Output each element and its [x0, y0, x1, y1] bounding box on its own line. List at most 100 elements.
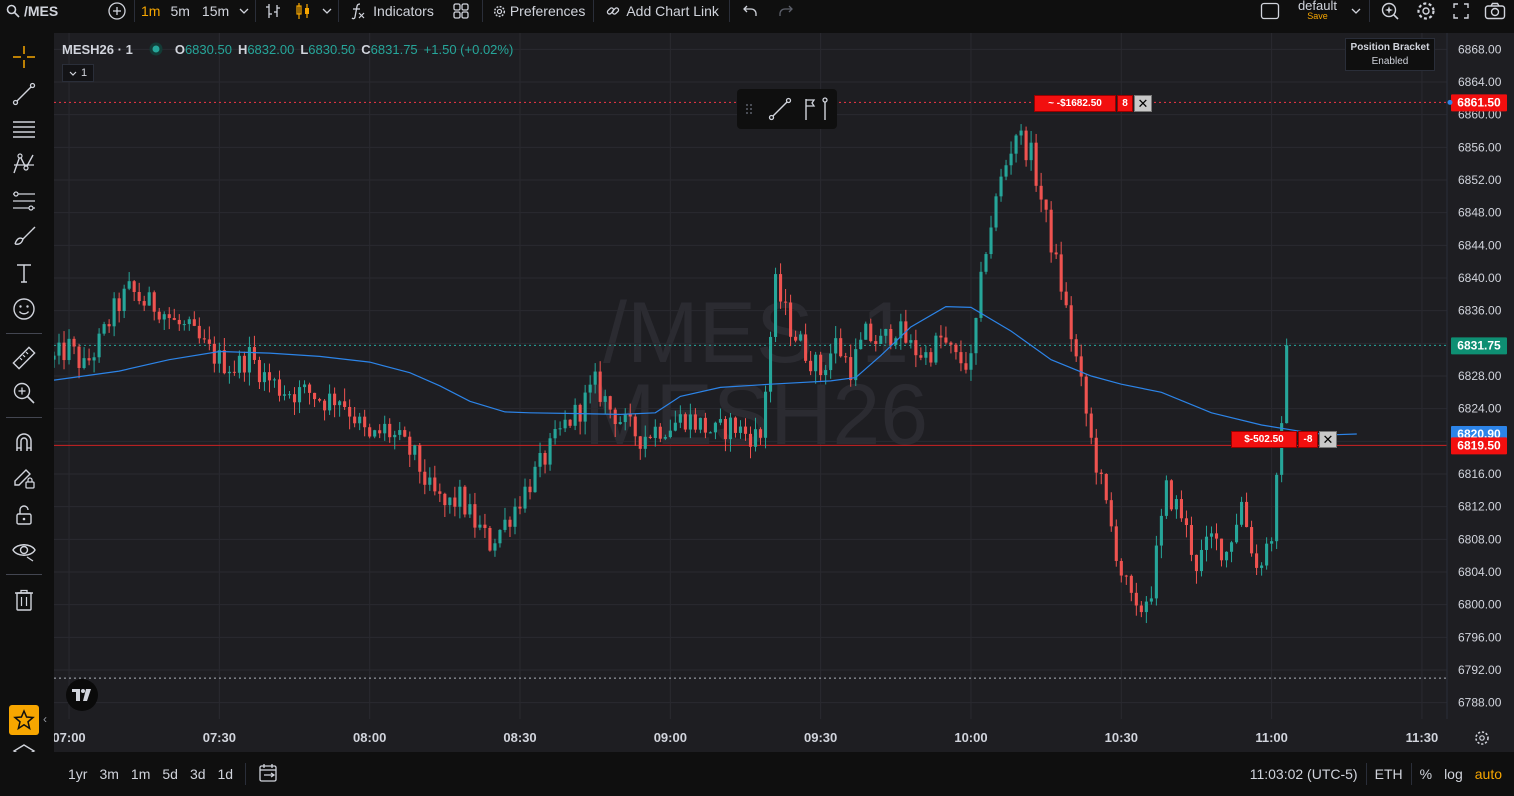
- horizontal-lines-tool[interactable]: [8, 113, 40, 145]
- remove-drawings-tool[interactable]: [8, 584, 40, 616]
- candle-body: [1104, 474, 1108, 501]
- flag-icon[interactable]: [801, 96, 831, 122]
- candle-body: [1129, 575, 1133, 593]
- time-tick-label: 09:00: [654, 730, 687, 745]
- preferences-button[interactable]: Preferences: [485, 0, 591, 22]
- floating-drawing-toolbar[interactable]: [737, 89, 837, 129]
- clock-timezone[interactable]: 11:03:02 (UTC-5): [1249, 766, 1358, 782]
- legend-symbol[interactable]: MESH26 · 1: [62, 41, 133, 57]
- candle-body: [453, 497, 457, 507]
- brush-tool[interactable]: [8, 221, 40, 253]
- candle-body: [1199, 549, 1204, 572]
- interval-5m[interactable]: 5m: [170, 3, 190, 19]
- time-tick-label: 11:00: [1255, 730, 1288, 745]
- candle-body: [1234, 524, 1239, 543]
- emoji-tool[interactable]: [8, 293, 40, 325]
- interval-15m[interactable]: 15m: [201, 3, 230, 19]
- zoom-tool[interactable]: [8, 377, 40, 409]
- candle-body: [513, 506, 517, 527]
- time-tick-label: 11:30: [1406, 730, 1439, 745]
- candle-body: [1014, 135, 1018, 154]
- fullscreen-window-button[interactable]: [1250, 0, 1290, 22]
- candle-body: [1164, 480, 1168, 516]
- range-1m[interactable]: 1m: [130, 766, 151, 782]
- candle-body: [834, 338, 838, 354]
- auto-scale-toggle[interactable]: auto: [1474, 766, 1502, 782]
- range-3d[interactable]: 3d: [189, 766, 206, 782]
- crosshair-tool[interactable]: [8, 41, 40, 73]
- range-5d[interactable]: 5d: [162, 766, 178, 782]
- candle-body: [588, 384, 592, 393]
- add-chart-link-button[interactable]: Add Chart Link: [596, 0, 727, 22]
- redo-button[interactable]: [768, 0, 804, 22]
- candle-body: [738, 426, 743, 433]
- position-bracket-panel[interactable]: Position Bracket Enabled: [1345, 38, 1435, 71]
- price-axis-bg: [1447, 33, 1514, 719]
- indicator-collapse-button[interactable]: 1: [62, 64, 94, 82]
- text-tool[interactable]: [8, 257, 40, 289]
- candle-body: [1139, 605, 1143, 613]
- fullscreen-button[interactable]: [1444, 0, 1478, 22]
- candle-body: [393, 434, 397, 438]
- position-label[interactable]: $-502.50 -8 ✕: [1231, 431, 1337, 448]
- range-3m[interactable]: 3m: [99, 766, 119, 782]
- candle-body: [1054, 252, 1058, 255]
- snapshot-button[interactable]: [1478, 0, 1514, 22]
- trend-line-icon[interactable]: [767, 96, 793, 122]
- undo-button[interactable]: [732, 0, 768, 22]
- go-to-date-button[interactable]: [252, 763, 286, 786]
- hide-drawings-tool[interactable]: [8, 534, 40, 566]
- collapse-sidebar-arrow[interactable]: ‹: [43, 712, 47, 726]
- bar-style-button[interactable]: [258, 0, 288, 22]
- candle-body: [368, 427, 372, 437]
- chart-type-dropdown[interactable]: [318, 0, 336, 22]
- settings-button[interactable]: [1408, 0, 1444, 22]
- tv-logo[interactable]: [66, 679, 98, 711]
- candle-body: [824, 370, 828, 376]
- cancel-stop-order-button[interactable]: ✕: [1134, 95, 1152, 112]
- fib-tool[interactable]: [8, 186, 40, 218]
- candle-body: [728, 417, 733, 440]
- candle-body: [127, 281, 131, 289]
- lock-drawings-tool[interactable]: [8, 499, 40, 531]
- quick-search-button[interactable]: [1372, 0, 1408, 22]
- layout-selector[interactable]: default Save: [1290, 0, 1345, 22]
- templates-button[interactable]: [442, 0, 480, 22]
- candle-body: [854, 349, 858, 381]
- interval-1m[interactable]: 1m: [141, 3, 161, 19]
- candle-body: [503, 519, 507, 530]
- candle-body: [583, 392, 587, 422]
- log-scale-toggle[interactable]: log: [1444, 766, 1463, 782]
- price-chart[interactable]: /MES, 1 MESH26 6868.006864.006860.006856…: [54, 33, 1514, 752]
- pattern-tool[interactable]: [8, 148, 40, 180]
- stop-order-label[interactable]: ~ -$1682.50 8 ✕: [1034, 95, 1152, 112]
- range-1yr[interactable]: 1yr: [68, 766, 88, 782]
- session-toggle[interactable]: ETH: [1374, 766, 1403, 782]
- trendline-tool[interactable]: [8, 78, 40, 110]
- layout-dropdown[interactable]: [1345, 0, 1367, 22]
- add-symbol-button[interactable]: [102, 0, 132, 22]
- candle-body: [1255, 553, 1259, 568]
- candle-body: [177, 319, 181, 325]
- candle-style-button[interactable]: [288, 0, 318, 22]
- candle-body: [267, 372, 272, 381]
- candle-body: [262, 372, 267, 383]
- close-position-button[interactable]: ✕: [1319, 431, 1337, 448]
- ruler-icon: [12, 346, 36, 370]
- measure-tool[interactable]: [8, 342, 40, 374]
- indicators-button[interactable]: Indicators: [341, 0, 442, 22]
- candle-body: [1149, 598, 1153, 602]
- axis-settings-button[interactable]: [1474, 730, 1490, 749]
- chart-area[interactable]: /MES, 1 MESH26 6868.00 6864.00 6860.00 6856…: [54, 33, 1514, 752]
- interval-dropdown[interactable]: [235, 0, 253, 22]
- stay-in-drawing-tool[interactable]: [8, 462, 40, 494]
- candle-body: [1019, 130, 1023, 136]
- favorites-button[interactable]: [9, 705, 39, 735]
- magnet-tool[interactable]: [8, 426, 40, 458]
- candle-body: [1214, 533, 1219, 539]
- symbol-search-button[interactable]: /MES: [0, 0, 66, 22]
- candle-body: [678, 414, 682, 423]
- percent-scale-toggle[interactable]: %: [1419, 766, 1433, 782]
- drag-handle-icon[interactable]: [745, 103, 753, 115]
- range-1d[interactable]: 1d: [217, 766, 234, 782]
